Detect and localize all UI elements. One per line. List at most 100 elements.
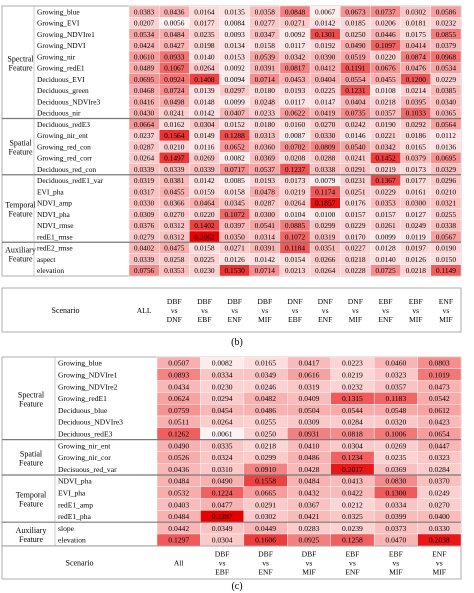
cell-value-label: 0.0349 [212, 524, 233, 533]
cell-value-label: 0.0673 [345, 7, 366, 16]
cell-value-label: 0.0484 [164, 30, 185, 39]
cell-value-label: 0.1367 [375, 176, 396, 185]
cell-value-label: 0.0612 [429, 406, 450, 415]
cell-value-label: 0.0140 [375, 255, 396, 264]
cell-value-label: 0.0250 [345, 30, 366, 39]
group-label: Feature [9, 210, 33, 219]
scenario-tick-label: MIF [349, 315, 363, 324]
cell-value-label: 0.1200 [406, 75, 427, 84]
cell-value-label: 0.0342 [285, 52, 306, 61]
cell-value-label: 0.0165 [406, 142, 427, 151]
cell-value-label: 0.0180 [255, 120, 276, 129]
scenario-tick-label: DNF [167, 315, 182, 324]
cell-value-label: 0.0287 [255, 199, 276, 208]
cell-value-label: 0.0338 [315, 165, 336, 174]
cell-value-label: 0.0231 [345, 176, 366, 185]
cell-value-label: 0.0349 [255, 371, 276, 380]
cell-value-label: 0.0218 [255, 441, 276, 450]
cell-value-label: 0.0255 [436, 210, 457, 219]
heatmap-cell [430, 264, 462, 277]
cell-value-label: 0.0082 [224, 154, 245, 163]
cell-value-label: 0.0676 [375, 64, 396, 73]
cell-value-label: 0.0539 [255, 52, 276, 61]
cell-value-label: 0.1564 [164, 131, 185, 140]
cell-value-label: 0.0112 [436, 131, 456, 140]
cell-value-label: 0.0309 [134, 210, 155, 219]
cell-value-label: 0.0325 [342, 512, 363, 521]
cell-value-label: 0.0486 [255, 406, 276, 415]
cell-value-label: 0.0229 [436, 75, 457, 84]
scenario-tick-label: vs [352, 306, 359, 315]
cell-value-label: 0.0319 [299, 382, 320, 391]
cell-value-label: 0.0526 [168, 453, 189, 462]
cell-value-label: 0.0233 [255, 109, 276, 118]
row-label: Growing_blue [58, 359, 102, 368]
cell-value-label: 0.0702 [285, 142, 306, 151]
cell-value-label: 0.0548 [385, 406, 406, 415]
group-label: Auxiliary [5, 246, 36, 255]
cell-value-label: 0.0725 [375, 266, 396, 275]
cell-value-label: 0.0279 [134, 232, 155, 241]
panel-caption: (c) [231, 581, 242, 592]
row-label: slope [58, 524, 75, 533]
cell-value-label: 0.0177 [194, 19, 215, 28]
cell-value-label: 0.0464 [194, 199, 215, 208]
cell-value-label: 0.0391 [255, 64, 276, 73]
cell-value-label: 0.1558 [255, 477, 276, 486]
cell-value-label: 0.0339 [134, 165, 155, 174]
cell-value-label: 0.0147 [315, 97, 336, 106]
cell-value-label: 0.0142 [315, 19, 336, 28]
row-label: Growing_nir_ent [37, 131, 89, 140]
cell-value-label: 0.0300 [255, 210, 276, 219]
scenario-tick-label: ALL [137, 306, 152, 315]
cell-value-label: 0.0142 [255, 255, 276, 264]
cell-value-label: 0.0400 [429, 512, 450, 521]
cell-value-label: 0.0475 [164, 244, 185, 253]
scenario-header-frame [1, 545, 462, 580]
row-label: NDVI_pha [37, 210, 71, 219]
row-label: Growing_NDVIre1 [37, 30, 95, 39]
cell-value-label: 0.0330 [429, 524, 450, 533]
cell-value-label: 0.0223 [342, 359, 363, 368]
cell-value-label: 0.0092 [285, 30, 306, 39]
row-label: Growing_redE1 [37, 64, 85, 73]
cell-value-label: 0.0534 [134, 30, 155, 39]
cell-value-label: 0.1072 [224, 210, 245, 219]
cell-value-label: 0.0489 [134, 64, 155, 73]
cell-value-label: 0.0373 [385, 524, 406, 533]
cell-value-label: 0.0414 [406, 41, 427, 50]
cell-value-label: 0.0148 [194, 97, 215, 106]
cell-value-label: 0.0358 [255, 7, 276, 16]
scenario-tick-label: MIF [389, 568, 403, 577]
cell-value-label: 0.0212 [342, 500, 363, 509]
cell-value-label: 0.0321 [436, 199, 457, 208]
cell-value-label: 0.0128 [375, 244, 396, 253]
cell-value-label: 0.0455 [375, 75, 396, 84]
cell-value-label: 0.0329 [436, 165, 457, 174]
cell-value-label: 0.0190 [436, 244, 457, 253]
scenario-tick-label: DBF [197, 297, 212, 306]
cell-value-label: 0.0304 [342, 441, 363, 450]
cell-value-label: 0.0207 [134, 19, 155, 28]
row-label: redE1_rmse [37, 232, 73, 241]
cell-value-label: 0.0284 [342, 418, 363, 427]
scenario-tick-label: vs [261, 306, 268, 315]
row-label: Growing_red_corr [37, 154, 93, 163]
scenario-tick-label: vs [306, 559, 313, 568]
scenario-tick-label: vs [262, 559, 269, 568]
cell-value-label: 0.0314 [255, 232, 276, 241]
scenario-tick-label: ENF [345, 568, 359, 577]
cell-value-label: 0.0180 [255, 86, 276, 95]
cell-value-label: 0.0158 [224, 187, 245, 196]
cell-value-label: 0.0271 [224, 244, 245, 253]
cell-value-label: 0.0334 [385, 500, 406, 509]
cell-value-label: 0.0173 [406, 165, 427, 174]
cell-value-label: 0.0484 [168, 477, 189, 486]
row-label: Growing_blue [37, 7, 80, 16]
scenario-tick-label: vs [171, 306, 178, 315]
cell-value-label: 0.0370 [429, 477, 450, 486]
cell-value-label: 0.0218 [345, 255, 366, 264]
cell-value-label: 0.0353 [375, 199, 396, 208]
cell-value-label: 0.0330 [134, 199, 155, 208]
cell-value-label: 0.0376 [134, 221, 155, 230]
